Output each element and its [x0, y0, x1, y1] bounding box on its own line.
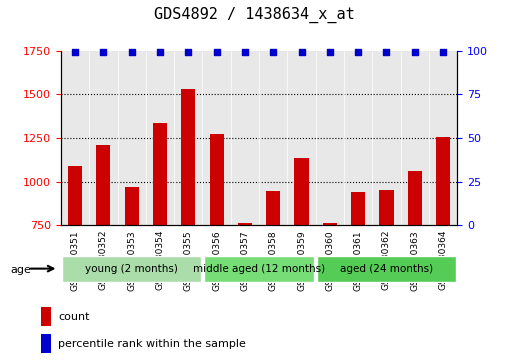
Bar — [210, 134, 224, 225]
Text: count: count — [58, 311, 89, 322]
Bar — [379, 190, 394, 225]
Point — [410, 49, 419, 54]
Bar — [407, 171, 422, 225]
Point — [326, 49, 334, 54]
Bar — [41, 334, 51, 353]
Bar — [238, 223, 252, 225]
Point — [184, 49, 193, 54]
Bar — [295, 158, 309, 225]
Point — [128, 49, 136, 54]
Point — [71, 49, 79, 54]
Bar — [436, 137, 450, 225]
Bar — [153, 123, 167, 225]
Point — [269, 49, 277, 54]
Text: middle aged (12 months): middle aged (12 months) — [193, 264, 325, 274]
FancyBboxPatch shape — [204, 256, 314, 282]
Text: age: age — [10, 265, 31, 276]
Bar — [41, 307, 51, 326]
Point — [298, 49, 306, 54]
Bar — [68, 166, 82, 225]
Text: young (2 months): young (2 months) — [85, 264, 178, 274]
Point — [439, 49, 447, 54]
Text: aged (24 months): aged (24 months) — [340, 264, 433, 274]
Text: percentile rank within the sample: percentile rank within the sample — [58, 339, 246, 349]
Bar — [181, 89, 196, 225]
Point — [354, 49, 362, 54]
Point — [156, 49, 164, 54]
Point — [383, 49, 391, 54]
Point — [241, 49, 249, 54]
Bar — [323, 223, 337, 225]
Bar — [351, 192, 365, 225]
Bar — [97, 145, 111, 225]
FancyBboxPatch shape — [62, 256, 201, 282]
Text: GDS4892 / 1438634_x_at: GDS4892 / 1438634_x_at — [153, 7, 355, 24]
Bar — [266, 191, 280, 225]
Bar — [124, 187, 139, 225]
Point — [212, 49, 220, 54]
FancyBboxPatch shape — [317, 256, 456, 282]
Point — [100, 49, 108, 54]
